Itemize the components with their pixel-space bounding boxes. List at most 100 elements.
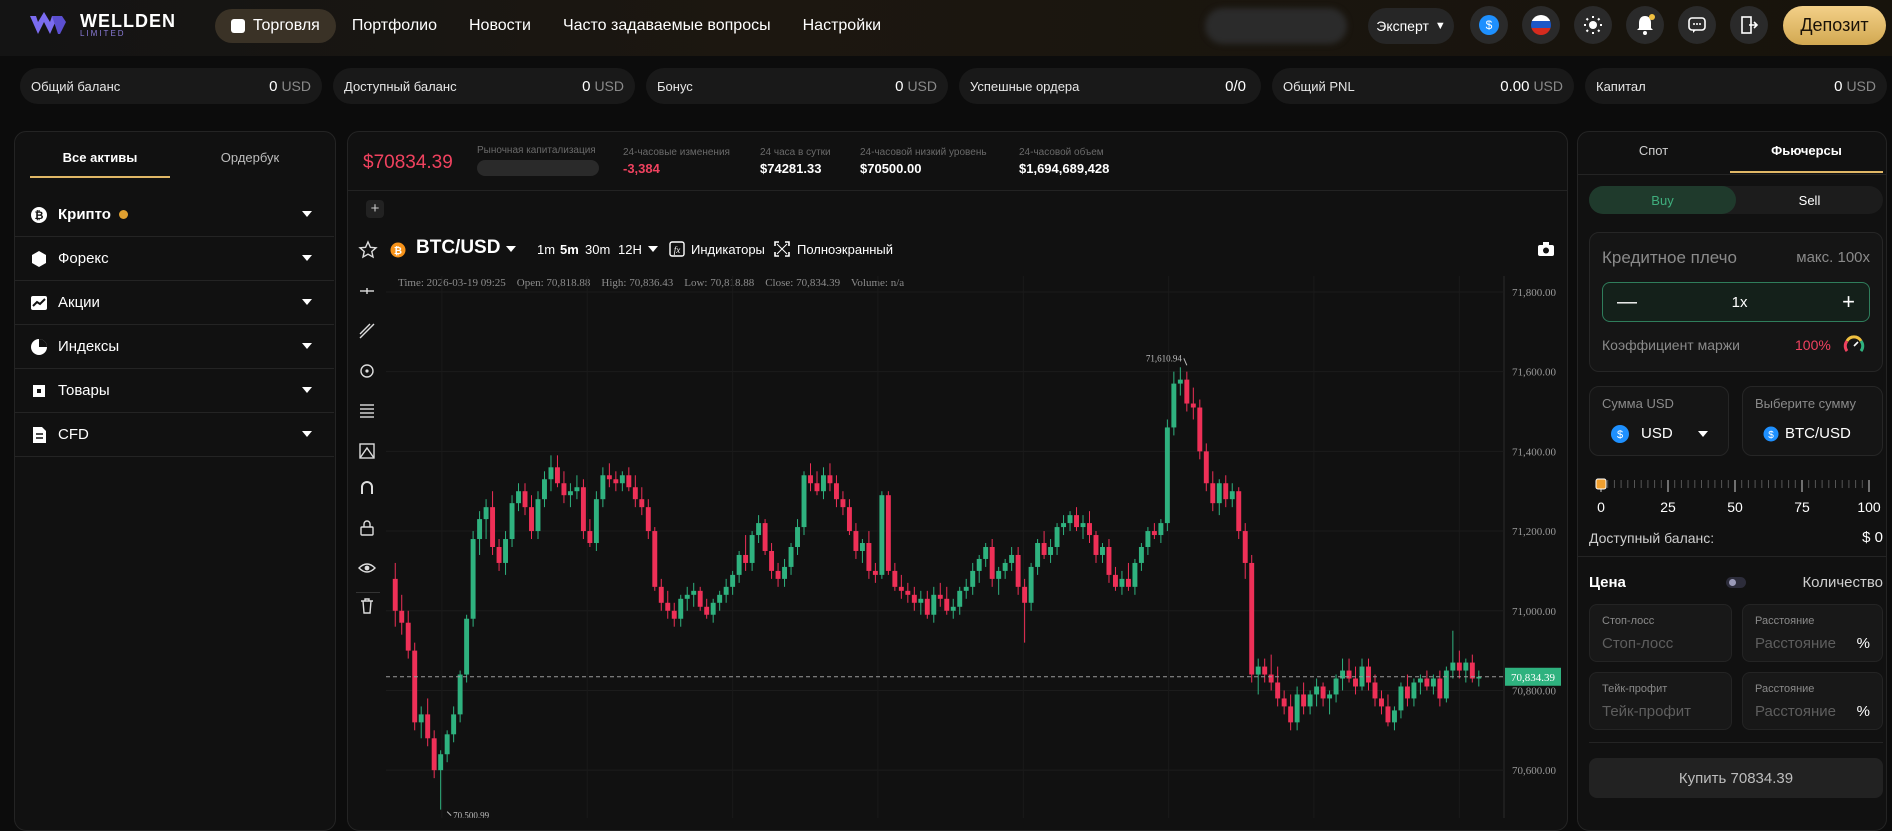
candle-body xyxy=(1398,686,1404,711)
candle-body xyxy=(412,650,418,723)
logout-button[interactable] xyxy=(1730,6,1768,44)
currency-button[interactable]: $ xyxy=(1470,6,1508,44)
amount-slider[interactable]: 0 25 50 75 100 xyxy=(1589,474,1883,520)
magnet-icon[interactable] xyxy=(358,480,376,498)
candle-body xyxy=(1450,662,1456,671)
sell-toggle[interactable]: Sell xyxy=(1798,192,1821,208)
candle-body xyxy=(1080,523,1086,528)
stat-label: Доступный баланс xyxy=(344,78,457,94)
stat-unit: USD xyxy=(907,77,937,94)
trash-icon[interactable] xyxy=(358,597,376,615)
quantity-tab[interactable]: Количество xyxy=(1802,574,1883,591)
candle-body xyxy=(470,539,476,619)
bitcoin-icon: ₿ xyxy=(390,242,406,258)
chat-button[interactable] xyxy=(1678,6,1716,44)
candle-body xyxy=(1320,686,1326,699)
select-amount-value[interactable]: BTC/USD xyxy=(1785,425,1851,442)
eye-icon[interactable] xyxy=(358,559,376,577)
interval-1m[interactable]: 1m xyxy=(537,242,556,257)
theme-toggle[interactable] xyxy=(1574,6,1612,44)
price-quantity-toggle[interactable] xyxy=(1726,577,1746,588)
take-profit-distance-field[interactable]: Расстояние Расстояние% xyxy=(1742,672,1883,730)
fullscreen-button[interactable]: Полноэкранный xyxy=(797,242,894,257)
tab-all-assets[interactable]: Все активы xyxy=(30,148,170,178)
nav-news[interactable]: Новости xyxy=(453,9,547,43)
lock-icon[interactable] xyxy=(358,519,376,537)
stop-loss-distance-field[interactable]: Расстояние Расстояние% xyxy=(1742,604,1883,662)
stat-label: Капитал xyxy=(1596,78,1646,94)
candle-body xyxy=(808,475,813,484)
candlestick-chart[interactable]: 71,800.00 71,600.00 71,400.00 71,200.00 71,0… xyxy=(386,276,1567,818)
mode-select[interactable]: Эксперт ▼ xyxy=(1368,8,1454,44)
candle-body xyxy=(418,714,424,723)
candle-body xyxy=(1236,491,1242,532)
trend-line-icon[interactable] xyxy=(358,322,376,340)
nav-portfolio[interactable]: Портфолио xyxy=(336,9,453,43)
stat-value: 0 xyxy=(269,77,278,95)
nav-faq[interactable]: Часто задаваемые вопросы xyxy=(547,9,787,43)
candle-body xyxy=(1197,407,1203,452)
interval-12h[interactable]: 12H xyxy=(618,242,642,257)
stop-loss-field[interactable]: Стоп-лосс Стоп-лосс xyxy=(1589,604,1732,662)
candle-body xyxy=(1002,562,1008,571)
indicators-button[interactable]: Индикаторы xyxy=(691,242,765,257)
asset-group-cfd[interactable]: CFD xyxy=(14,413,334,457)
chevron-down-icon[interactable] xyxy=(648,246,658,252)
minus-button[interactable]: — xyxy=(1617,290,1637,313)
asset-group-forex[interactable]: Форекс xyxy=(14,237,334,281)
account-info-blurred[interactable] xyxy=(1205,8,1347,44)
sun-icon xyxy=(1584,16,1602,34)
buy-submit-button[interactable]: Купить 70834.39 xyxy=(1589,758,1883,798)
market-cap-label: Рыночная капитализация xyxy=(477,145,596,156)
distance-label: Расстояние xyxy=(1755,615,1815,627)
nav-label: Новости xyxy=(469,17,531,34)
nav-settings[interactable]: Настройки xyxy=(787,9,897,43)
candle-body xyxy=(691,590,697,595)
interval-30m[interactable]: 30m xyxy=(585,242,611,257)
logo[interactable]: WELLDEN LIMITED xyxy=(28,12,176,38)
star-icon[interactable] xyxy=(358,240,378,260)
candle-body xyxy=(1424,678,1430,687)
asset-group-crypto[interactable]: ₿ Крипто xyxy=(14,193,334,237)
candle-body xyxy=(1119,578,1125,587)
asset-group-stocks[interactable]: Акции xyxy=(14,281,334,325)
candle-body xyxy=(730,574,736,587)
price-tab[interactable]: Цена xyxy=(1589,574,1626,591)
nav-trading[interactable]: Торговля xyxy=(215,9,336,43)
svg-text:$: $ xyxy=(1617,429,1623,441)
buy-toggle[interactable]: Buy xyxy=(1589,186,1736,214)
tab-orderbook[interactable]: Ордербук xyxy=(220,150,280,165)
tab-spot[interactable]: Спот xyxy=(1638,143,1669,158)
symbol-selector[interactable]: BTC/USD xyxy=(416,237,501,258)
candle-body xyxy=(496,547,502,563)
notifications-button[interactable] xyxy=(1626,6,1664,44)
candle-body xyxy=(846,507,852,532)
take-profit-field[interactable]: Тейк-профит Тейк-профит xyxy=(1589,672,1732,730)
target-icon[interactable] xyxy=(358,362,376,380)
asset-group-commodities[interactable]: Товары xyxy=(14,369,334,413)
svg-text:$: $ xyxy=(1768,430,1774,441)
plus-button[interactable]: + xyxy=(1842,289,1855,314)
add-chart-button[interactable]: + xyxy=(366,200,384,218)
chevron-down-icon[interactable] xyxy=(506,246,516,252)
language-button[interactable] xyxy=(1522,6,1560,44)
nav-label: Торговля xyxy=(253,17,320,34)
interval-5m[interactable]: 5m xyxy=(560,242,579,257)
mode-label: Эксперт xyxy=(1376,18,1429,34)
candle-body xyxy=(451,714,457,735)
chevron-down-icon[interactable] xyxy=(1698,431,1708,437)
pattern-icon[interactable] xyxy=(358,442,376,460)
candle-body xyxy=(1327,694,1333,699)
fib-levels-icon[interactable] xyxy=(358,402,376,420)
candle-body xyxy=(1437,678,1443,699)
assets-tabs: Все активы Ордербук xyxy=(30,148,330,178)
asset-group-indices[interactable]: Индексы xyxy=(14,325,334,369)
deposit-button[interactable]: Депозит xyxy=(1783,6,1886,45)
tab-futures[interactable]: Фьючерсы xyxy=(1730,143,1883,173)
candle-body xyxy=(821,475,826,492)
camera-icon[interactable] xyxy=(1537,241,1555,257)
crosshair-line-icon[interactable] xyxy=(358,282,376,300)
leverage-value[interactable]: 1x xyxy=(1731,293,1748,311)
amount-currency-select[interactable]: USD xyxy=(1641,425,1673,442)
low-label: 24-часовой низкий уровень xyxy=(860,147,987,158)
